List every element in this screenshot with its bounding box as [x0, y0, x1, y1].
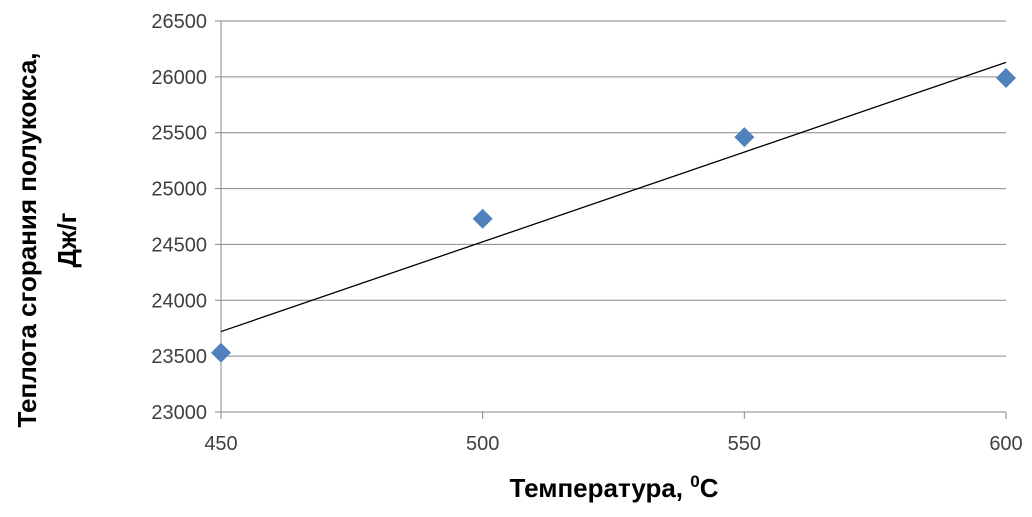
trendline-group	[220, 61, 1007, 333]
x-tick-label: 550	[728, 433, 761, 455]
y-axis-title-line2: Дж/г	[52, 212, 82, 267]
data-point-diamond	[211, 342, 231, 363]
x-axis-title: Температура, 0С	[510, 472, 719, 503]
data-point-diamond	[996, 67, 1016, 88]
y-tick-labels: 23000 23500 24000 24500 25000 25500 26000 26500	[151, 11, 207, 424]
x-axis-title-unit: С	[700, 473, 719, 503]
y-tick-label: 24500	[151, 234, 207, 256]
data-points	[211, 67, 1016, 363]
x-axis-title-superscript: 0	[690, 472, 699, 491]
x-tick-label: 600	[989, 433, 1022, 455]
y-tick-label: 23000	[151, 402, 207, 424]
y-tick-label: 26000	[151, 67, 207, 89]
x-tick-label: 450	[204, 433, 237, 455]
x-tick-labels: 450 500 550 600	[204, 433, 1022, 455]
data-point-diamond	[734, 127, 755, 148]
y-tick-label: 26500	[151, 11, 207, 33]
horizontal-gridlines	[221, 20, 1006, 357]
y-tick-label: 24000	[151, 290, 207, 312]
y-tick-label: 25000	[151, 179, 207, 201]
trendline	[220, 61, 1007, 333]
y-tick-label: 23500	[151, 346, 207, 368]
data-point-diamond	[472, 208, 493, 229]
y-axis-title-line1: Теплота сгорания полукокса,	[12, 52, 42, 427]
x-tick-label: 500	[466, 433, 499, 455]
y-tick-label: 25500	[151, 123, 207, 145]
axes	[215, 20, 1007, 419]
